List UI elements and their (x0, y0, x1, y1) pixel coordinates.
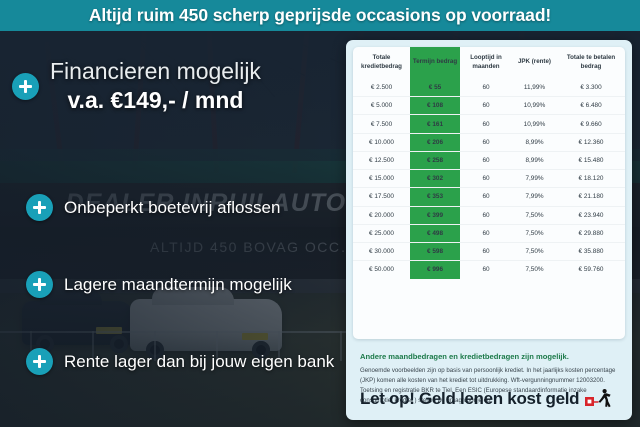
column-header-jpk: JPK (rente) (517, 58, 551, 66)
cell-total-credit: € 17.500 (353, 187, 410, 207)
cell-total-credit: € 50.000 (353, 260, 410, 279)
table-row: € 17.500 € 353 60 7,99% € 21.180 (353, 187, 625, 207)
table-row: € 5.000 € 108 60 10,99% € 6.480 (353, 96, 625, 115)
cell-total-payable: € 29.880 (557, 223, 625, 243)
rates-table: Totale kredietbedrag Termijn bedrag Loop… (353, 47, 625, 279)
cell-jpk: 7,50% (512, 223, 557, 243)
cell-jpk: 10,99% (512, 96, 557, 115)
benefit-item-interest-rate: Rente lager dan bij jouw eigen bank (26, 348, 334, 375)
cell-total-credit: € 10.000 (353, 132, 410, 152)
cell-total-payable: € 12.360 (557, 132, 625, 152)
cell-term-months: 60 (460, 150, 512, 170)
cell-total-payable: € 6.480 (557, 96, 625, 115)
table-row: € 50.000 € 996 60 7,50% € 59.760 (353, 260, 625, 279)
cell-jpk: 11,99% (523, 84, 546, 92)
cell-term-months: 60 (460, 223, 512, 243)
cell-term-months: 60 (460, 114, 512, 134)
cell-monthly-amount: € 302 (410, 169, 460, 188)
cell-total-credit: € 25.000 (353, 223, 410, 243)
benefit-financing-line1: Financieren mogelijk (50, 58, 261, 84)
credit-warning: Let op! Geld lenen kost geld (360, 388, 613, 410)
plus-icon (26, 271, 53, 298)
column-header-total-credit: Totale kredietbedrag (361, 54, 402, 70)
cell-term-months: 60 (482, 84, 490, 92)
cell-total-credit: € 5.000 (353, 96, 410, 115)
benefit-item-repayment: Onbeperkt boetevrij aflossen (26, 194, 280, 221)
table-row: € 30.000 € 598 60 7,50% € 35.880 (353, 242, 625, 261)
cell-jpk: 8,99% (512, 150, 557, 170)
cell-term-months: 60 (460, 242, 512, 261)
cell-total-payable: € 23.940 (557, 205, 625, 225)
cell-total-credit: € 12.500 (353, 150, 410, 170)
cell-monthly-amount: € 108 (410, 96, 460, 115)
headline-text: Altijd ruim 450 scherp geprijsde occasio… (88, 5, 552, 25)
cell-jpk: 7,99% (512, 169, 557, 188)
cell-jpk: 7,50% (512, 242, 557, 261)
cell-total-payable: € 21.180 (557, 187, 625, 207)
cell-term-months: 60 (460, 205, 512, 225)
table-row: € 2.500 € 55 60 11,99% € 3.300 (353, 78, 625, 97)
cell-jpk: 10,99% (512, 114, 557, 134)
benefit-monthly-term-label: Lagere maandtermijn mogelijk (64, 274, 292, 294)
table-row: € 25.000 € 498 60 7,50% € 29.880 (353, 223, 625, 243)
benefit-item-monthly-term: Lagere maandtermijn mogelijk (26, 271, 292, 298)
cell-jpk: 7,50% (512, 260, 557, 279)
cell-total-credit: € 2.500 (370, 84, 393, 92)
column-header-term-months: Looptijd in maanden (470, 54, 502, 70)
cell-monthly-amount: € 258 (410, 150, 460, 170)
benefit-interest-rate-label: Rente lager dan bij jouw eigen bank (64, 351, 335, 371)
cell-total-payable: € 3.300 (580, 84, 602, 92)
cell-total-credit: € 20.000 (353, 205, 410, 225)
note-body: Genoemde voorbeelden zijn op basis van p… (360, 367, 616, 404)
cell-jpk: 7,99% (512, 187, 557, 207)
table-row: € 12.500 € 258 60 8,99% € 15.480 (353, 150, 625, 170)
table-row: € 10.000 € 206 60 8,99% € 12.360 (353, 132, 625, 152)
cell-monthly-amount: € 55 (410, 78, 460, 97)
benefit-financing-line2: v.a. €149,- / mnd (67, 87, 244, 113)
afm-running-man-icon (585, 388, 613, 410)
table-header-row: Totale kredietbedrag Termijn bedrag Loop… (353, 47, 625, 79)
headline-banner: Altijd ruim 450 scherp geprijsde occasio… (0, 0, 640, 31)
cell-total-credit: € 7.500 (353, 114, 410, 134)
cell-term-months: 60 (460, 132, 512, 152)
benefit-item-financing: Financieren mogelijk v.a. €149,- / mnd (12, 58, 261, 114)
cell-term-months: 60 (460, 187, 512, 207)
cell-monthly-amount: € 353 (410, 187, 460, 207)
cell-total-payable: € 18.120 (557, 169, 625, 188)
cell-term-months: 60 (460, 260, 512, 279)
cell-total-payable: € 9.660 (557, 114, 625, 134)
cell-total-credit: € 30.000 (353, 242, 410, 261)
cell-total-credit: € 15.000 (353, 169, 410, 188)
plus-icon (26, 194, 53, 221)
cell-monthly-amount: € 598 (410, 242, 460, 261)
table-row: € 7.500 € 161 60 10,99% € 9.660 (353, 114, 625, 134)
cell-jpk: 7,50% (512, 205, 557, 225)
benefits-list: Financieren mogelijk v.a. €149,- / mnd O… (0, 31, 345, 427)
cell-monthly-amount: € 498 (410, 223, 460, 243)
plus-icon (26, 348, 53, 375)
plus-icon (12, 72, 39, 100)
cell-term-months: 60 (460, 169, 512, 188)
note-title: Andere maandbedragen en kredietbedragen … (360, 352, 569, 361)
benefit-repayment-label: Onbeperkt boetevrij aflossen (64, 197, 281, 217)
rates-table-panel: Totale kredietbedrag Termijn bedrag Loop… (353, 47, 625, 339)
cell-jpk: 8,99% (512, 132, 557, 152)
table-row: € 20.000 € 399 60 7,50% € 23.940 (353, 205, 625, 225)
rates-card: Totale kredietbedrag Termijn bedrag Loop… (346, 40, 632, 420)
table-row: € 15.000 € 302 60 7,99% € 18.120 (353, 169, 625, 188)
column-header-total-payable: Totale te betalen bedrag (566, 54, 616, 70)
column-header-monthly-amount: Termijn bedrag (410, 47, 460, 79)
cell-monthly-amount: € 161 (410, 114, 460, 134)
cell-total-payable: € 59.760 (557, 260, 625, 279)
cell-term-months: 60 (460, 96, 512, 115)
cell-total-payable: € 15.480 (557, 150, 625, 170)
credit-warning-text: Let op! Geld lenen kost geld (360, 389, 580, 408)
cell-monthly-amount: € 399 (410, 205, 460, 225)
cell-monthly-amount: € 996 (410, 260, 460, 279)
cell-monthly-amount: € 206 (410, 132, 460, 152)
rates-table-body: € 2.500 € 55 60 11,99% € 3.300 € 5.000 € 108 60… (353, 78, 625, 279)
cell-total-payable: € 35.880 (557, 242, 625, 261)
